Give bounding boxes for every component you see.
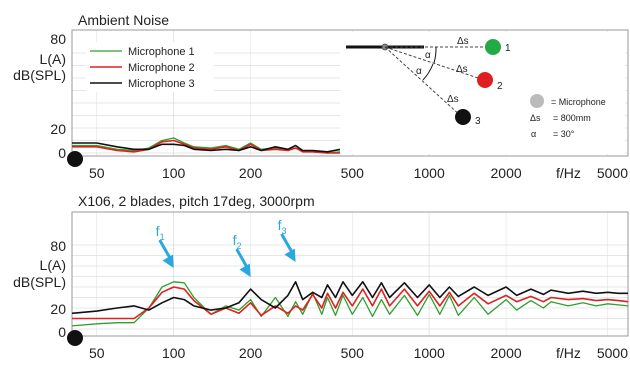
chart2-ylabel-line2: dB(SPL): [13, 274, 66, 290]
inset-legend-ds-value: = 800mm: [553, 113, 591, 123]
annotation-label: f3: [278, 217, 287, 236]
chart1-xticks: 50 100 200 500 1000 2000 5000: [89, 165, 628, 181]
x-tick-label: 50: [89, 165, 105, 181]
chart1-ylabel-line1: L(A): [40, 51, 66, 67]
chart2-grid: [72, 212, 628, 336]
x-tick-label: 5000: [597, 165, 628, 181]
path-to-mic3: [384, 46, 463, 118]
mic2-number: 2: [497, 81, 503, 92]
series-line-mic1: [71, 281, 629, 327]
legend-label-mic1: Microphone 1: [128, 46, 195, 58]
x-tick-label: 50: [89, 345, 105, 361]
x-tick-label: 100: [162, 345, 186, 361]
annotation-label: f1: [156, 223, 165, 242]
chart2-xticks: 50 100 200 500 1000 2000 5000: [89, 345, 628, 361]
chart1-frame: [71, 29, 629, 157]
annotation-f3: f3: [278, 217, 296, 262]
chart1-origin-marker: [67, 151, 83, 167]
x-tick-label: 500: [341, 345, 365, 361]
inset-ds-label-1: Δs: [457, 36, 469, 47]
x-tick-label: 500: [341, 165, 365, 181]
annotation-f1: f1: [156, 223, 174, 268]
chart1-xlabel: f/Hz: [556, 165, 581, 181]
chart2-ytick-20: 20: [50, 301, 66, 317]
inset-alpha-label-1: α: [425, 50, 431, 61]
microphone-1: [485, 39, 501, 55]
x-tick-label: 200: [239, 345, 263, 361]
chart2-title: X106, 2 blades, pitch 17deg, 3000rpm: [78, 193, 315, 209]
series-line-mic2: [72, 286, 629, 320]
inset-legend-mic-text: = Microphone: [551, 97, 606, 107]
microphone-2: [477, 72, 493, 88]
inset-ds-label-3: Δs: [447, 94, 459, 105]
chart1-ytick-20: 20: [50, 121, 66, 137]
chart2-xlabel: f/Hz: [556, 345, 581, 361]
x-tick-label: 200: [239, 165, 263, 181]
microphone-3: [455, 109, 471, 125]
annotation-arrowhead: [284, 248, 296, 262]
chart-x106: X106, 2 blades, pitch 17deg, 3000rpm 80 …: [13, 193, 629, 361]
annotation-f2: f2: [233, 232, 251, 277]
chart2-ytick-0: 0: [58, 324, 66, 340]
alpha-arc-2: [422, 63, 434, 81]
chart1-ylabel-line2: dB(SPL): [13, 67, 66, 83]
chart1-legend: Microphone 1 Microphone 2 Microphone 3: [86, 42, 214, 92]
chart2-annotations: f1 f2 f3: [156, 217, 296, 277]
inset-ds-label-2: Δs: [456, 64, 468, 75]
inset-legend-alpha-symbol: α: [531, 129, 536, 139]
x-tick-label: 5000: [597, 345, 628, 361]
annotation-arrowhead: [162, 254, 174, 268]
inset-alpha-label-2: α: [416, 66, 422, 77]
x-tick-label: 1000: [414, 165, 445, 181]
legend-label-mic2: Microphone 2: [128, 62, 195, 74]
x-tick-label: 100: [162, 165, 186, 181]
chart1-series: [72, 137, 348, 154]
x-tick-label: 2000: [491, 345, 522, 361]
mic-geometry-inset: α α Δs Δs Δs 1 2 3 = Microphone Δs = 800…: [340, 32, 625, 154]
series-line-mic3: [72, 142, 348, 153]
alpha-arc-1: [433, 46, 437, 64]
chart2-ytick-80: 80: [50, 238, 66, 254]
inset-legend-alpha-value: = 30°: [553, 129, 575, 139]
chart2-frame: [71, 211, 629, 337]
x-tick-label: 2000: [491, 165, 522, 181]
x-tick-label: 1000: [414, 345, 445, 361]
mic3-number: 3: [475, 116, 481, 127]
annotation-label: f2: [233, 232, 242, 251]
chart2-series: [71, 280, 629, 327]
chart2-origin-marker: [67, 330, 83, 346]
chart1-ytick-80: 80: [50, 31, 66, 47]
series-line-mic3: [71, 280, 628, 315]
chart-ambient-noise: Ambient Noise 80 L(A) dB(SPL) 20 0 50 100…: [13, 12, 629, 181]
series-line-mic2: [72, 139, 348, 154]
legend-label-mic3: Microphone 3: [128, 78, 195, 90]
chart1-ytick-0: 0: [58, 145, 66, 161]
path-to-mic2: [384, 46, 485, 81]
chart1-title: Ambient Noise: [78, 12, 169, 28]
chart2-ylabel-line1: L(A): [40, 257, 66, 273]
mic1-number: 1: [505, 43, 511, 54]
inset-legend-mic-symbol: [530, 94, 544, 108]
inset-background: [340, 32, 625, 154]
inset-legend-ds-symbol: Δs: [530, 113, 541, 123]
annotation-arrowhead: [239, 263, 251, 277]
